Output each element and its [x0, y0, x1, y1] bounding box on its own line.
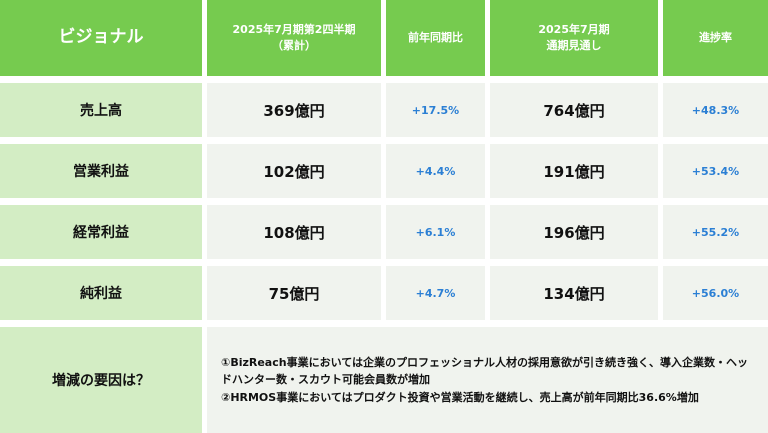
yoy-value: +4.7%	[386, 266, 485, 320]
forecast-value: 196億円	[490, 205, 658, 259]
header-forecast-line1: 2025年7月期	[538, 22, 610, 36]
progress-value: +55.2%	[663, 205, 768, 259]
q2-value: 108億円	[207, 205, 381, 259]
q2-value: 102億円	[207, 144, 381, 198]
row-label: 純利益	[0, 266, 202, 320]
factor-1: ①BizReach事業においては企業のプロフェッショナル人材の採用意欲が引き続き…	[221, 356, 749, 387]
forecast-value: 764億円	[490, 83, 658, 137]
q2-value: 369億円	[207, 83, 381, 137]
q2-value: 75億円	[207, 266, 381, 320]
header-yoy: 前年同期比	[386, 0, 485, 76]
row-label: 経常利益	[0, 205, 202, 259]
yoy-value: +4.4%	[386, 144, 485, 198]
progress-value: +48.3%	[663, 83, 768, 137]
factor-2: ②HRMOS事業においてはプロダクト投資や営業活動を継続し、売上高が前年同期比3…	[221, 390, 699, 404]
yoy-value: +17.5%	[386, 83, 485, 137]
header-q2-line1: 2025年7月期第2四半期	[232, 22, 356, 36]
factors-label: 増減の要因は？	[0, 327, 202, 433]
row-label: 営業利益	[0, 144, 202, 198]
forecast-value: 134億円	[490, 266, 658, 320]
row-label: 売上高	[0, 83, 202, 137]
progress-value: +56.0%	[663, 266, 768, 320]
progress-value: +53.4%	[663, 144, 768, 198]
header-q2-cumulative: 2025年7月期第2四半期 （累計）	[207, 0, 381, 76]
header-forecast: 2025年7月期 通期見通し	[490, 0, 658, 76]
header-progress: 進捗率	[663, 0, 768, 76]
brand-header: ビジョナル	[0, 0, 202, 76]
forecast-value: 191億円	[490, 144, 658, 198]
header-q2-line2: （累計）	[272, 39, 316, 52]
factors-notes: ①BizReach事業においては企業のプロフェッショナル人材の採用意欲が引き続き…	[207, 327, 768, 433]
header-forecast-line2: 通期見通し	[546, 39, 602, 52]
yoy-value: +6.1%	[386, 205, 485, 259]
